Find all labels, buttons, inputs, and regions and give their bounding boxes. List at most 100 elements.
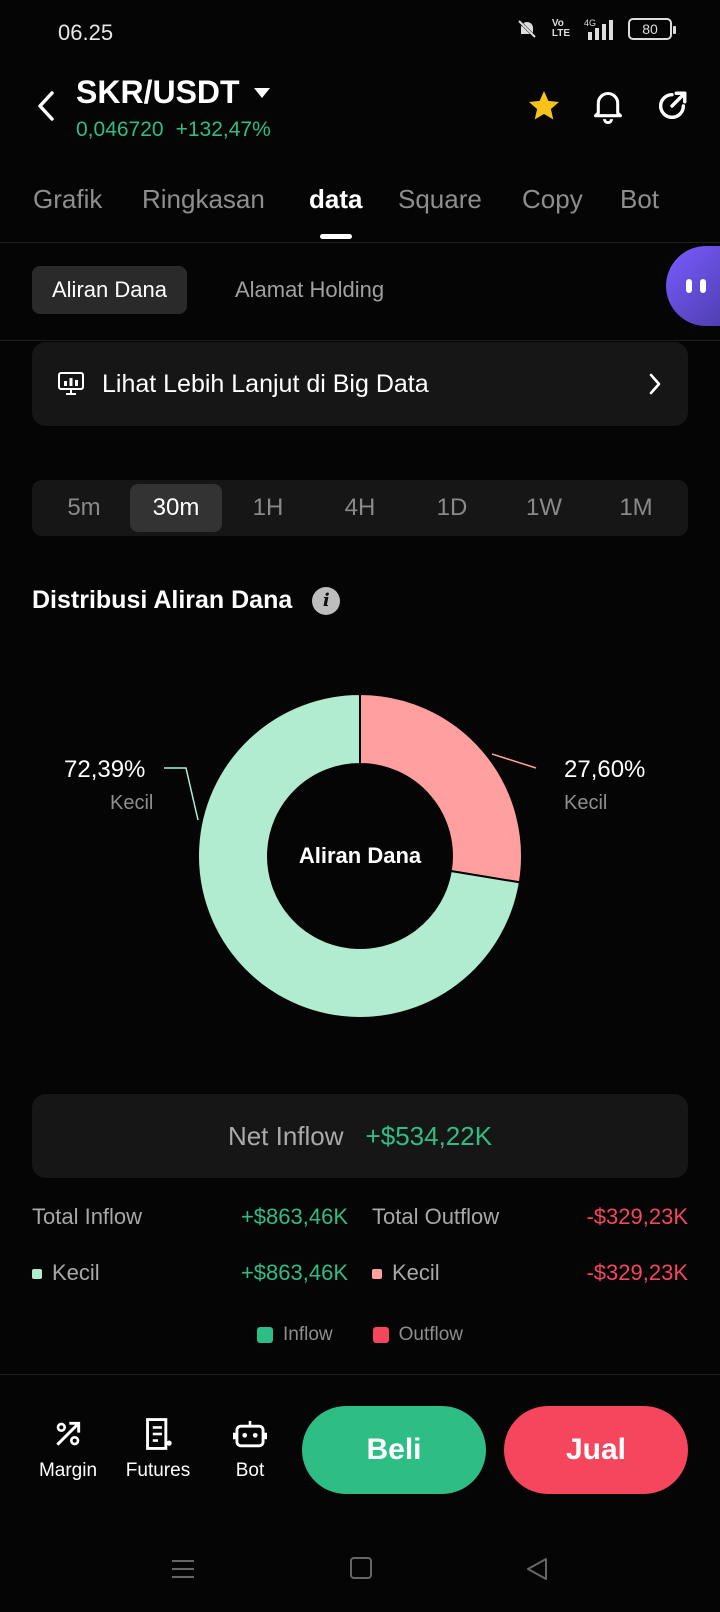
- section-title-text: Distribusi Aliran Dana: [32, 586, 293, 614]
- net-inflow-box: Net Inflow +$534,22K: [32, 1094, 688, 1178]
- total-inflow-value: +$863,46K: [240, 1204, 348, 1229]
- back-nav-icon[interactable]: [524, 1556, 550, 1582]
- bell-icon: [594, 92, 622, 124]
- donut-slice-outflow: [359, 692, 523, 884]
- legend-inflow: Inflow: [256, 1324, 333, 1346]
- bot-label: Bot: [235, 1460, 265, 1481]
- legend-outflow-text: Outflow: [398, 1324, 464, 1345]
- big-data-link[interactable]: Lihat Lebih Lanjut di Big Data: [32, 342, 688, 426]
- robot-eye-icon: [700, 279, 706, 293]
- timeframe-1w[interactable]: 1W: [526, 494, 562, 521]
- inflow-small-label: Kecil: [32, 1260, 100, 1286]
- big-data-label: Lihat Lebih Lanjut di Big Data: [102, 369, 429, 398]
- total-outflow-value: -$329,23K: [586, 1204, 688, 1229]
- net-inflow-label: Net Inflow: [227, 1120, 344, 1151]
- menu-icon[interactable]: [170, 1556, 196, 1582]
- outflow-dot-icon: [372, 1269, 382, 1280]
- total-outflow-label: Total Outflow: [372, 1204, 500, 1229]
- inflow-percent-label: 72,39%: [64, 756, 146, 783]
- outflow-small-text: Kecil: [392, 1260, 440, 1285]
- section-title: Distribusi Aliran Dana i: [32, 586, 341, 615]
- info-icon[interactable]: i: [312, 586, 341, 615]
- favorite-button[interactable]: [524, 86, 564, 126]
- legend-outflow: Outflow: [372, 1324, 464, 1346]
- inflow-dot-icon: [32, 1269, 42, 1280]
- legend-outflow-swatch: [372, 1327, 389, 1343]
- timeframe-4h[interactable]: 4H: [344, 494, 376, 521]
- status-icons: Vo LTE 4G 80: [516, 18, 676, 40]
- back-arrow-icon: [38, 91, 54, 121]
- subtab-fund-flow[interactable]: Aliran Dana: [32, 266, 187, 314]
- sub-tabs: Aliran Dana Alamat Holding: [32, 266, 404, 314]
- breakdown-row: Kecil +$863,46K Kecil -$329,23K: [32, 1260, 688, 1296]
- timeframe-selector: 5m 30m 1H 4H 1D 1W 1M: [32, 480, 688, 536]
- tab-grafik[interactable]: Grafik: [33, 184, 103, 214]
- buy-button[interactable]: Beli: [302, 1406, 486, 1494]
- timeframe-1h[interactable]: 1H: [252, 494, 284, 521]
- tab-data[interactable]: data: [309, 184, 363, 214]
- tab-ringkasan[interactable]: Ringkasan: [142, 184, 265, 214]
- timeframe-5m[interactable]: 5m: [67, 494, 101, 521]
- sell-button[interactable]: Jual: [504, 1406, 688, 1494]
- totals-row: Total Inflow +$863,46K Total Outflow -$3…: [32, 1204, 688, 1240]
- status-bar: 06.25 Vo LTE 4G 80: [0, 0, 720, 66]
- divider: [0, 340, 720, 341]
- callout-line-outflow: [491, 753, 537, 769]
- mute-bell-icon: [517, 19, 536, 39]
- inflow-small-value: +$863,46K: [240, 1260, 348, 1285]
- dashboard-icon: [58, 372, 84, 395]
- margin-icon: [56, 1421, 81, 1446]
- price-line: 0,046720 +132,47%: [76, 118, 271, 142]
- system-nav-bar: [0, 1548, 720, 1592]
- active-tab-indicator: [320, 234, 352, 239]
- alert-button[interactable]: [588, 86, 628, 126]
- status-time: 06.25: [58, 20, 114, 45]
- pair-header: SKR/USDT 0,046720 +132,47%: [0, 70, 720, 150]
- inflow-small-text: Kecil: [52, 1260, 100, 1285]
- bot-button[interactable]: Bot: [210, 1416, 290, 1482]
- tab-square[interactable]: Square: [398, 184, 482, 214]
- tab-copy[interactable]: Copy: [522, 184, 583, 214]
- share-icon: [659, 91, 687, 119]
- assistant-bubble[interactable]: [666, 246, 720, 326]
- subtab-holding-address[interactable]: Alamat Holding: [234, 277, 385, 302]
- home-icon[interactable]: [349, 1556, 373, 1580]
- divider: [0, 242, 720, 243]
- main-tabs: Grafik Ringkasan data Square Copy Bot: [0, 178, 720, 242]
- net-inflow-value: +$534,22K: [365, 1120, 493, 1151]
- last-price: 0,046720: [76, 118, 164, 141]
- inflow-slice-label: Kecil: [110, 792, 154, 814]
- legend-inflow-swatch: [256, 1327, 273, 1343]
- outflow-slice-label: Kecil: [564, 792, 608, 814]
- donut-slice-inflow: [197, 692, 521, 1019]
- fund-flow-donut-chart: Aliran Dana: [164, 692, 537, 1019]
- timeframe-30m[interactable]: 30m: [130, 484, 222, 532]
- price-change: +132,47%: [175, 118, 271, 141]
- total-inflow-label: Total Inflow: [32, 1204, 143, 1229]
- timeframe-1m[interactable]: 1M: [619, 494, 653, 521]
- timeframe-1d[interactable]: 1D: [436, 494, 468, 521]
- pair-name: SKR/USDT: [76, 74, 240, 110]
- signal-icon: 4G: [584, 18, 613, 40]
- robot-eye-icon: [686, 279, 692, 293]
- donut-center-label: Aliran Dana: [299, 843, 422, 868]
- legend-inflow-text: Inflow: [282, 1324, 333, 1345]
- tab-bot[interactable]: Bot: [620, 184, 660, 214]
- chart-legend: Inflow Outflow: [0, 1324, 720, 1346]
- margin-button[interactable]: Margin: [28, 1416, 108, 1482]
- futures-button[interactable]: Futures: [118, 1416, 198, 1482]
- volte-icon: Vo LTE: [551, 18, 570, 39]
- bot-icon: [233, 1420, 267, 1448]
- star-icon: [529, 91, 559, 120]
- futures-label: Futures: [125, 1460, 191, 1481]
- caret-down-icon: [253, 87, 270, 98]
- callout-line-inflow: [164, 767, 199, 821]
- back-button[interactable]: [28, 84, 64, 128]
- outflow-percent-label: 27,60%: [564, 756, 646, 783]
- share-button[interactable]: [652, 86, 692, 126]
- divider: [0, 1374, 720, 1375]
- svg-text:4G: 4G: [584, 18, 596, 28]
- margin-label: Margin: [38, 1460, 98, 1481]
- chevron-right-icon: [649, 373, 661, 395]
- pair-selector[interactable]: SKR/USDT: [76, 74, 270, 111]
